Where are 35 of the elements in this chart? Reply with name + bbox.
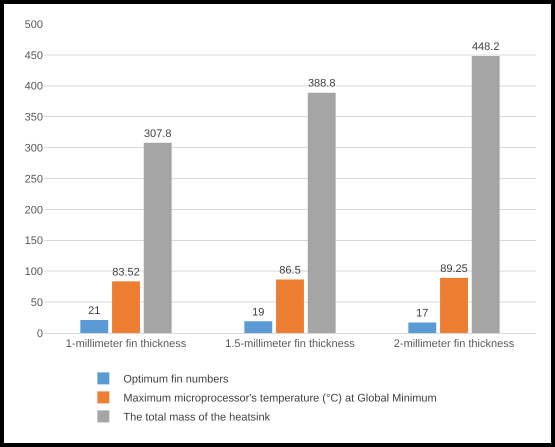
bar xyxy=(472,56,500,333)
bar xyxy=(276,280,304,333)
x-tick-label: 1.5-millimeter fin thickness xyxy=(225,338,356,350)
legend-label: Maximum microprocessor's temperature (°C) at Global Minimum xyxy=(123,392,437,405)
y-tick-label: 500 xyxy=(24,18,43,31)
y-tick-label: 250 xyxy=(24,173,43,186)
data-label: 89.25 xyxy=(440,262,468,275)
y-tick-label: 50 xyxy=(30,296,43,309)
bar xyxy=(244,321,272,333)
bar xyxy=(308,92,336,333)
data-label: 388.8 xyxy=(308,78,336,90)
y-tick-label: 150 xyxy=(24,235,43,248)
x-tick-label: 2-millimeter fin thickness xyxy=(394,338,515,350)
y-tick-label: 450 xyxy=(24,50,43,62)
bar xyxy=(80,320,108,333)
data-label: 17 xyxy=(416,307,428,320)
data-label: 83.52 xyxy=(112,266,140,278)
bar xyxy=(144,142,172,333)
bar xyxy=(112,281,140,333)
bar xyxy=(408,322,436,333)
bar xyxy=(440,278,468,333)
data-label: 21 xyxy=(88,305,100,318)
legend-label: The total mass of the heatsink xyxy=(123,412,271,424)
y-tick-label: 400 xyxy=(24,80,43,93)
y-tick-label: 300 xyxy=(24,142,43,154)
data-label: 19 xyxy=(252,306,264,318)
y-tick-label: 100 xyxy=(24,266,43,278)
data-label: 448.2 xyxy=(472,41,500,54)
y-tick-label: 350 xyxy=(24,112,43,124)
y-tick-label: 200 xyxy=(24,204,43,216)
y-tick-label: 0 xyxy=(36,328,43,340)
legend-label: Optimum fin numbers xyxy=(123,374,230,386)
x-tick-label: 1-millimeter fin thickness xyxy=(66,338,187,350)
data-label: 86.5 xyxy=(279,264,301,277)
data-label: 307.8 xyxy=(144,128,172,140)
